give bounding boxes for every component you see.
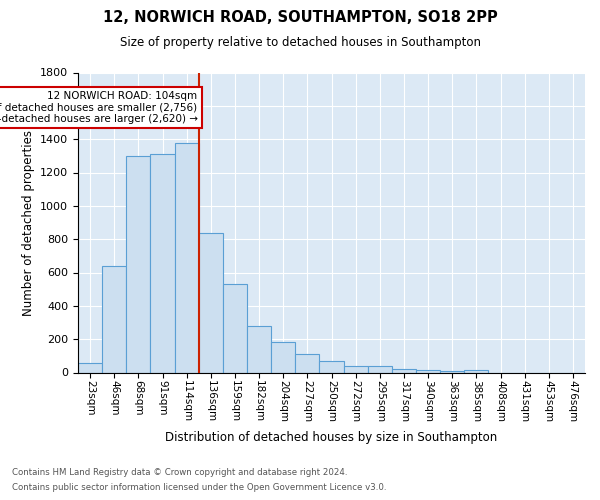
Text: Contains public sector information licensed under the Open Government Licence v3: Contains public sector information licen… bbox=[12, 483, 386, 492]
Bar bbox=[392, 369, 416, 372]
Bar bbox=[199, 232, 223, 372]
Text: Contains HM Land Registry data © Crown copyright and database right 2024.: Contains HM Land Registry data © Crown c… bbox=[12, 468, 347, 477]
Bar bbox=[368, 366, 392, 372]
Bar bbox=[344, 366, 368, 372]
Bar bbox=[464, 370, 488, 372]
Bar bbox=[295, 354, 319, 372]
Y-axis label: Number of detached properties: Number of detached properties bbox=[22, 130, 35, 316]
Bar bbox=[126, 156, 151, 372]
Bar bbox=[223, 284, 247, 372]
X-axis label: Distribution of detached houses by size in Southampton: Distribution of detached houses by size … bbox=[166, 430, 497, 444]
Bar bbox=[78, 364, 102, 372]
Text: 12 NORWICH ROAD: 104sqm
← 51% of detached houses are smaller (2,756)
48% of semi: 12 NORWICH ROAD: 104sqm ← 51% of detache… bbox=[0, 91, 197, 124]
Bar bbox=[247, 326, 271, 372]
Bar bbox=[175, 142, 199, 372]
Text: Size of property relative to detached houses in Southampton: Size of property relative to detached ho… bbox=[119, 36, 481, 49]
Bar bbox=[319, 361, 344, 372]
Bar bbox=[440, 371, 464, 372]
Bar bbox=[271, 342, 295, 372]
Bar bbox=[151, 154, 175, 372]
Text: 12, NORWICH ROAD, SOUTHAMPTON, SO18 2PP: 12, NORWICH ROAD, SOUTHAMPTON, SO18 2PP bbox=[103, 10, 497, 25]
Bar bbox=[416, 370, 440, 372]
Bar bbox=[102, 266, 126, 372]
